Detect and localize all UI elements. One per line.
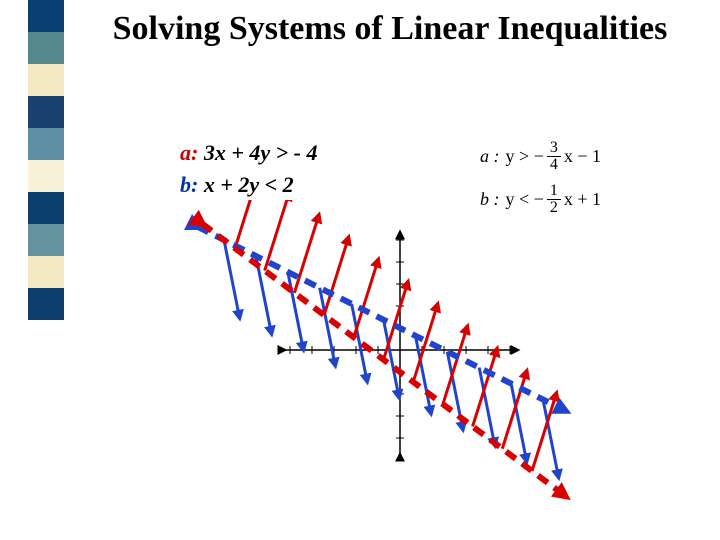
- color-strip-box: [28, 96, 64, 128]
- color-strip-box: [28, 0, 64, 32]
- slope-prefix-a: y > −: [506, 146, 544, 167]
- slope-label-a: a :: [480, 146, 500, 167]
- inequality-a: a: 3x + 4y > - 4: [180, 140, 318, 166]
- expr-a: 3x + 4y > - 4: [204, 140, 318, 165]
- color-strip-box: [28, 192, 64, 224]
- expr-b: x + 2y < 2: [204, 172, 294, 197]
- slope-suffix-a: x − 1: [564, 146, 601, 167]
- inequality-b: b: x + 2y < 2: [180, 172, 318, 198]
- color-strip-box: [28, 128, 64, 160]
- graph-svg: [100, 200, 620, 530]
- color-strip-box: [28, 224, 64, 256]
- color-strip-box: [28, 64, 64, 96]
- page-title: Solving Systems of Linear Inequalities: [100, 10, 680, 48]
- inequalities-original: a: 3x + 4y > - 4 b: x + 2y < 2: [180, 140, 318, 204]
- slope-a: a : y > − 3 4 x − 1: [480, 140, 601, 173]
- fraction-a: 3 4: [547, 140, 561, 173]
- decorative-color-strip: [28, 0, 64, 320]
- color-strip-box: [28, 256, 64, 288]
- color-strip-box: [28, 288, 64, 320]
- color-strip-box: [28, 160, 64, 192]
- label-b: b:: [180, 172, 198, 197]
- color-strip-box: [28, 32, 64, 64]
- graph: [100, 200, 620, 530]
- label-a: a:: [180, 140, 198, 165]
